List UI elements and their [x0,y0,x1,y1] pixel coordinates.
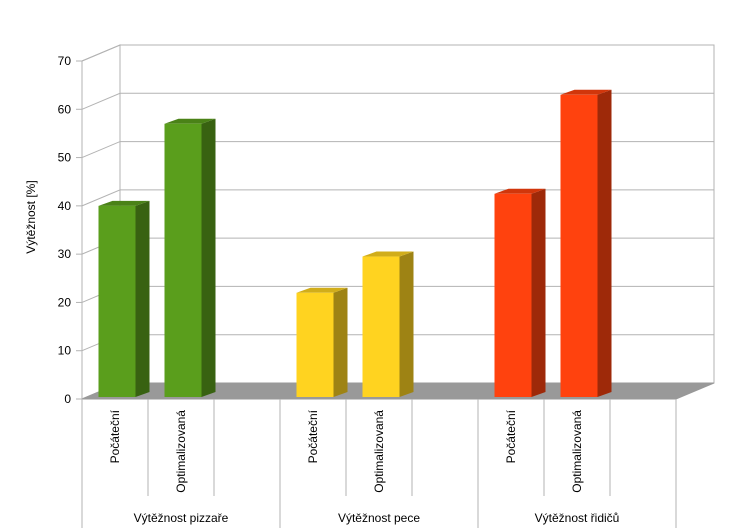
bar-top [98,200,150,206]
bar-top [560,89,612,95]
gridline [81,92,714,110]
x-axis: Počáteční Optimalizovaná Výtěžnost pizzaře… [81,399,677,528]
bar-top [164,118,216,124]
bar-front [98,205,136,397]
y-tick-label: 0 [64,392,71,406]
x-tick-label: Optimalizovaná [174,410,188,493]
x-group-label: Výtěžnost řidičů [535,511,620,525]
bar-side [333,287,348,397]
bar-top [362,251,414,257]
bar-front [560,94,598,398]
bar-front [296,292,334,397]
bar-top [296,287,348,293]
bar-front [164,123,202,398]
x-group-label: Výtěžnost pizzaře [134,511,229,525]
x-tick-label: Počáteční [306,409,320,463]
bar [362,251,414,397]
y-axis-title: Výtěžnost [%] [24,180,38,253]
y-tick-label: 10 [58,344,72,358]
y-tick-label: 40 [58,199,72,213]
bars [98,89,612,398]
y-axis: 0 10 20 30 40 50 60 70 [58,54,83,406]
x-tick-label: Optimalizovaná [372,410,386,493]
y-tick-label: 60 [58,102,72,116]
bar-top [494,188,546,194]
bar [296,287,348,397]
bar-side [135,200,150,397]
y-tick-label: 70 [58,54,72,68]
y-tick-label: 30 [58,247,72,261]
bar [494,188,546,397]
gridline [81,141,714,159]
gridline [81,44,714,62]
y-tick-label: 50 [58,151,72,165]
bar [164,118,216,398]
bar-side [597,89,612,398]
bar-side [531,188,546,397]
y-tick-label: 20 [58,295,72,309]
bar-front [494,193,532,397]
bar-side [201,118,216,398]
x-tick-label: Počáteční [108,409,122,463]
bar-side [399,251,414,397]
bar-front [362,256,400,397]
x-tick-label: Počáteční [504,409,518,463]
bar [98,200,150,397]
x-tick-label: Optimalizovaná [570,410,584,493]
bar [560,89,612,398]
x-group-label: Výtěžnost pece [338,511,420,525]
